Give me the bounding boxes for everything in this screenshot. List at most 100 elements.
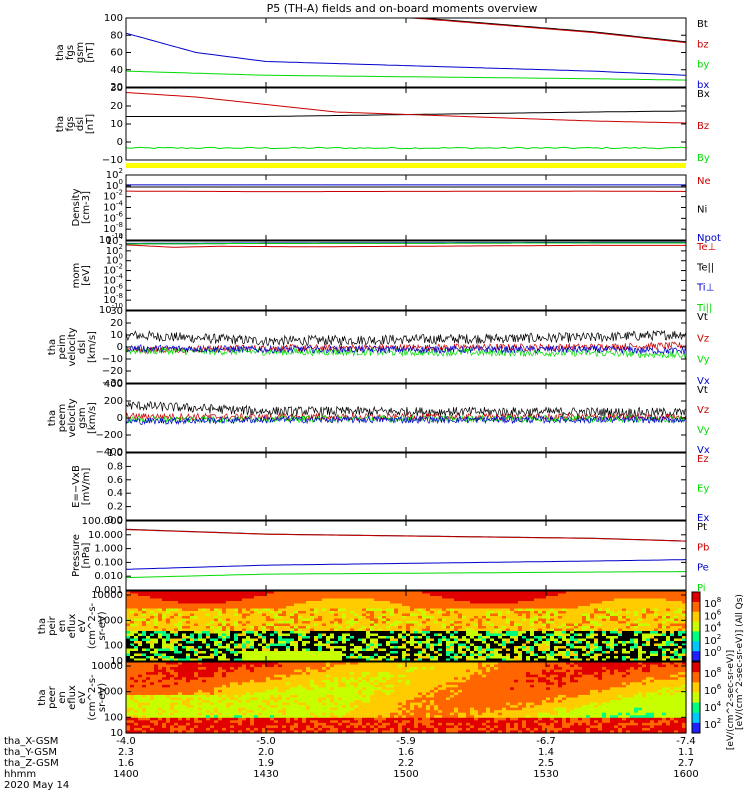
spectrogram-cell <box>502 658 507 662</box>
spectrogram-cell <box>670 636 675 640</box>
spectrogram-cell <box>650 623 655 627</box>
spectrogram-cell <box>222 720 227 724</box>
spectrogram-cell <box>542 616 547 620</box>
spectrogram-cell <box>150 628 155 632</box>
spectrogram-cell <box>542 606 547 610</box>
spectrogram-cell <box>154 643 159 647</box>
spectrogram-cell <box>414 603 419 607</box>
spectrogram-cell <box>598 638 603 642</box>
spectrogram-cell <box>490 646 495 650</box>
spectrogram-cell <box>350 603 355 607</box>
spectrogram-cell <box>358 616 363 620</box>
spectrogram-cell <box>290 611 295 615</box>
spectrogram-cell <box>550 653 555 657</box>
spectrogram-cell <box>666 646 671 650</box>
spectrogram-cell <box>398 591 403 595</box>
spectrogram-cell <box>674 601 679 605</box>
spectrogram-cell <box>414 658 419 662</box>
spectrogram-cell <box>170 689 175 694</box>
spectrogram-cell <box>550 621 555 625</box>
spectrogram-cell <box>382 611 387 615</box>
spectrogram-cell <box>194 636 199 640</box>
spectrogram-cell <box>190 710 195 714</box>
spectrogram-cell <box>470 596 475 600</box>
spectrogram-cell <box>190 717 195 721</box>
spectrogram-cell <box>446 623 451 627</box>
spectrogram-cell <box>330 656 335 660</box>
spectrogram-cell <box>174 613 179 617</box>
spectrogram-cell <box>170 633 175 637</box>
spectrogram-cell <box>358 656 363 660</box>
spectrogram-cell <box>422 593 427 597</box>
spectrogram-cell <box>234 601 239 605</box>
spectrogram-cell <box>546 593 551 597</box>
spectrogram-cell <box>338 606 343 610</box>
spectrogram-cell <box>622 643 627 647</box>
spectrogram-cell <box>190 641 195 645</box>
spectrogram-cell <box>154 606 159 610</box>
spectrogram-cell <box>222 651 227 655</box>
spectrogram-cell <box>678 628 683 632</box>
spectrogram-cell <box>542 596 547 600</box>
spectrogram-cell <box>574 618 579 622</box>
spectrogram-cell <box>186 658 191 662</box>
spectrogram-cell <box>386 638 391 642</box>
spectrogram-cell <box>654 598 659 602</box>
spectrogram-cell <box>182 687 187 691</box>
spectrogram-cell <box>278 638 283 642</box>
spectrogram-cell <box>366 608 371 612</box>
spectrogram-cell <box>162 608 167 612</box>
spectrogram-cell <box>142 658 147 662</box>
spectrogram-cell <box>210 702 215 706</box>
spectrogram-cell <box>162 638 167 642</box>
spectrogram-cell <box>518 593 523 597</box>
spectrogram-cell <box>630 626 635 630</box>
y-tick-label: 100 <box>104 641 123 652</box>
spectrogram-cell <box>682 628 687 632</box>
spectrogram-cell <box>186 667 191 671</box>
spectrogram-cell <box>550 626 555 630</box>
spectrogram-cell <box>142 674 147 678</box>
spectrogram-cell <box>210 618 215 622</box>
spectrogram-cell <box>586 631 591 635</box>
spectrogram-cell <box>506 623 511 627</box>
spectrogram-cell <box>402 633 407 637</box>
spectrogram-cell <box>190 636 195 640</box>
spectrogram-cell <box>126 677 131 681</box>
legend-bz: bz <box>697 39 709 50</box>
spectrogram-cell <box>166 722 171 726</box>
spectrogram-cell <box>626 633 631 637</box>
spectrogram-cell <box>442 641 447 645</box>
spectrogram-cell <box>542 646 547 650</box>
spectrogram-cell <box>138 669 143 673</box>
spectrogram-cell <box>226 631 231 635</box>
spectrogram-cell <box>218 702 223 706</box>
spectrogram-cell <box>298 631 303 635</box>
spectrogram-cell <box>218 722 223 726</box>
spectrogram-cell <box>230 603 235 607</box>
spectrogram-cell <box>402 621 407 625</box>
spectrogram-cell <box>610 651 615 655</box>
spectrogram-cell <box>474 656 479 660</box>
spectrogram-cell <box>314 593 319 597</box>
spectrogram-cell <box>266 631 271 635</box>
spectrogram-cell <box>210 727 215 732</box>
spectrogram-cell <box>678 623 683 627</box>
spectrogram-cell <box>206 689 211 694</box>
spectrogram-cell <box>258 648 263 652</box>
spectrogram-cell <box>142 677 147 681</box>
spectrogram-cell <box>378 611 383 615</box>
spectrogram-cell <box>158 608 163 612</box>
spectrogram-cell <box>366 658 371 662</box>
spectrogram-cell <box>630 631 635 635</box>
spectrogram-cell <box>534 618 539 622</box>
spectrogram-cell <box>354 626 359 630</box>
spectrogram-cell <box>198 623 203 627</box>
spectrogram-cell <box>158 643 163 647</box>
spectrogram-cell <box>426 643 431 647</box>
spectrogram-cell <box>218 717 223 721</box>
series-line-By <box>125 146 687 150</box>
spectrogram-cell <box>462 623 467 627</box>
spectrogram-cell <box>266 596 271 600</box>
spectrogram-cell <box>626 626 631 630</box>
